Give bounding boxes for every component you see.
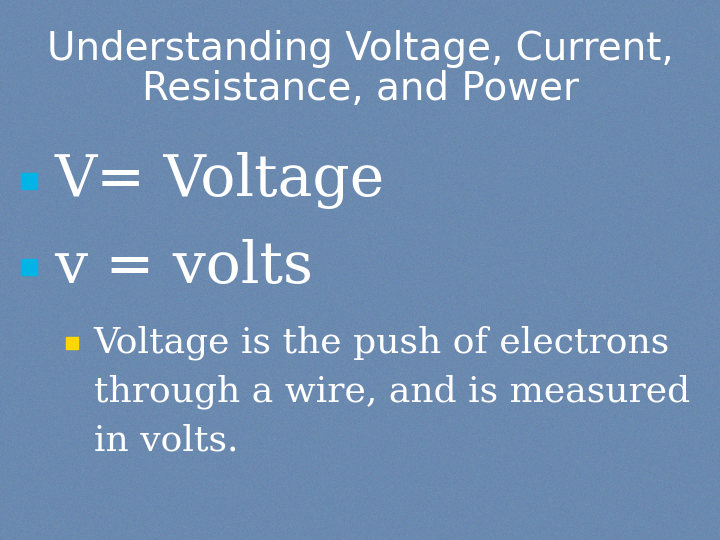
Text: v = volts: v = volts: [54, 239, 313, 295]
Text: Understanding Voltage, Current,: Understanding Voltage, Current,: [47, 30, 673, 68]
Text: Voltage is the push of electrons: Voltage is the push of electrons: [94, 326, 670, 360]
Text: through a wire, and is measured: through a wire, and is measured: [94, 374, 690, 409]
Text: V= Voltage: V= Voltage: [54, 152, 384, 210]
Text: in volts.: in volts.: [94, 423, 238, 457]
Text: Resistance, and Power: Resistance, and Power: [142, 70, 578, 108]
